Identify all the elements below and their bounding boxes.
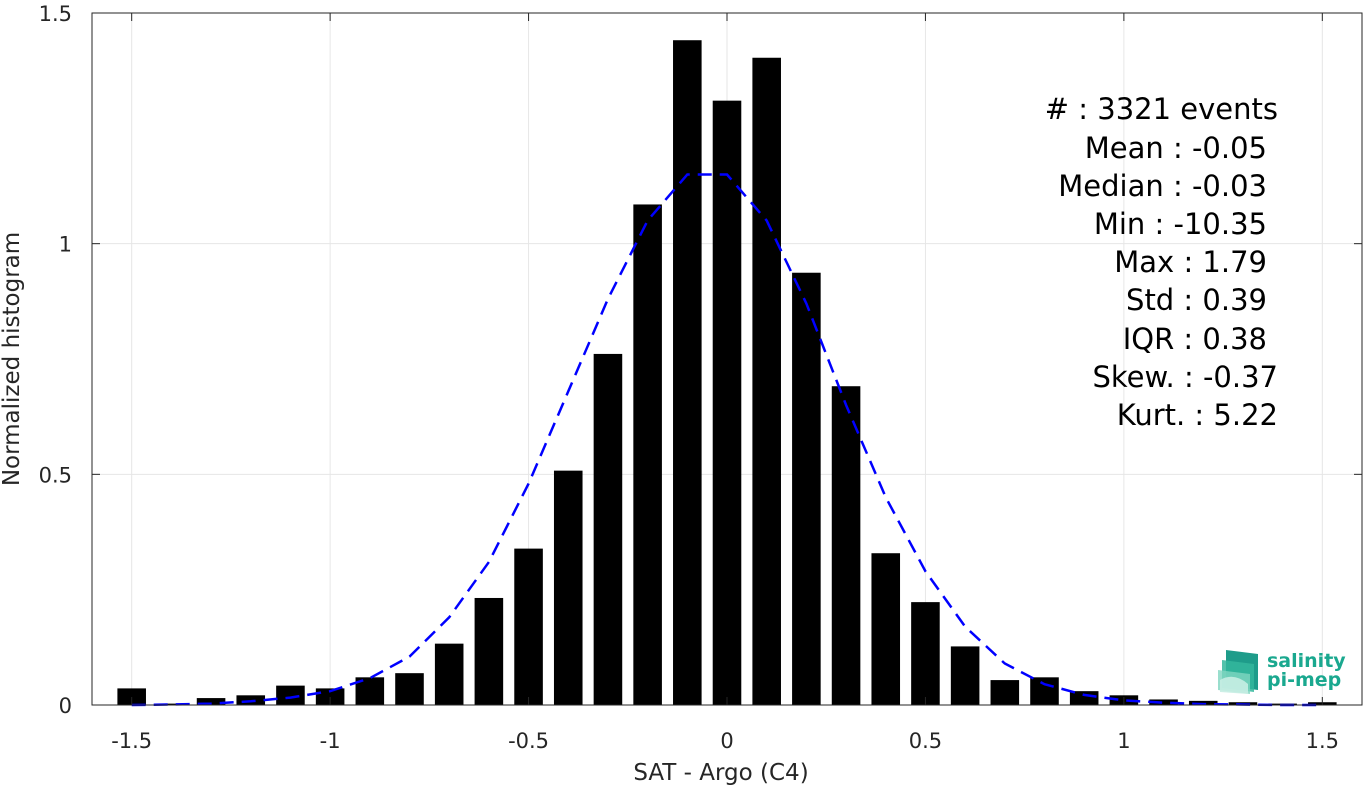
x-tick-label: -1: [320, 729, 341, 753]
axis-ticks: [92, 12, 1362, 706]
stats-std: Std : 0.39: [1126, 283, 1267, 317]
histogram-bar: [792, 272, 821, 705]
histogram-bar: [395, 673, 424, 705]
logo-wave-icon: [1218, 650, 1258, 694]
x-tick-label: -0.5: [508, 729, 549, 753]
histogram-bar: [752, 57, 781, 706]
x-tick-labels: -1.5 -1 -0.5 0 0.5 1 1.5: [111, 729, 1339, 753]
histogram-bar: [871, 553, 901, 705]
y-tick-label: 1: [59, 233, 72, 257]
histogram-bar: [553, 470, 583, 705]
stats-skew: Skew. : -0.37: [1092, 360, 1278, 394]
stats-kurt: Kurt. : 5.22: [1117, 398, 1278, 432]
logo-line1: salinity: [1267, 650, 1346, 672]
x-tick-label: 1.5: [1306, 729, 1339, 753]
histogram-bar: [831, 386, 861, 705]
y-tick-label: 0.5: [39, 463, 72, 487]
histogram-bars: [117, 40, 1337, 706]
histogram-bar: [950, 646, 980, 705]
y-tick-labels: 0 0.5 1 1.5: [39, 2, 72, 718]
histogram-bar: [633, 204, 662, 705]
salinity-pi-mep-logo: salinity pi-mep: [1218, 650, 1346, 694]
logo-line2: pi-mep: [1267, 669, 1341, 691]
histogram-bar: [117, 688, 146, 705]
x-tick-label: 0.5: [909, 729, 942, 753]
histogram-bar: [514, 548, 543, 705]
stats-iqr: IQR : 0.38: [1123, 322, 1267, 356]
histogram-bar: [474, 597, 504, 705]
histogram-bar: [593, 353, 623, 705]
histogram-bar: [434, 643, 464, 705]
histogram-bar: [196, 698, 226, 705]
gaussian-fit-curve: [131, 173, 1323, 707]
histogram-bar: [1030, 677, 1059, 705]
histogram-bar: [1149, 699, 1178, 705]
x-tick-label: 0: [720, 729, 733, 753]
stats-events: # : 3321 events: [1045, 92, 1278, 126]
histogram-bar: [673, 40, 702, 705]
histogram-bar: [276, 685, 305, 705]
histogram-bar: [157, 703, 186, 705]
stats-box: # : 3321 events Mean : -0.05 Median : -0…: [1045, 92, 1278, 432]
x-axis-label: SAT - Argo (C4): [633, 760, 808, 786]
histogram-bar: [911, 602, 940, 705]
y-tick-label: 0: [59, 694, 72, 718]
x-tick-label: 1: [1117, 729, 1130, 753]
stats-max: Max : 1.79: [1114, 245, 1267, 279]
x-tick-label: -1.5: [111, 729, 152, 753]
y-tick-label: 1.5: [39, 2, 72, 26]
y-axis-label: Normalized histogram: [0, 232, 25, 486]
histogram-bar: [712, 100, 742, 706]
histogram-bar: [990, 680, 1020, 705]
stats-median: Median : -0.03: [1058, 169, 1267, 203]
stats-min: Min : -10.35: [1094, 207, 1267, 241]
histogram-bar: [315, 688, 345, 705]
histogram-bar: [1069, 691, 1099, 705]
stats-mean: Mean : -0.05: [1085, 131, 1267, 165]
